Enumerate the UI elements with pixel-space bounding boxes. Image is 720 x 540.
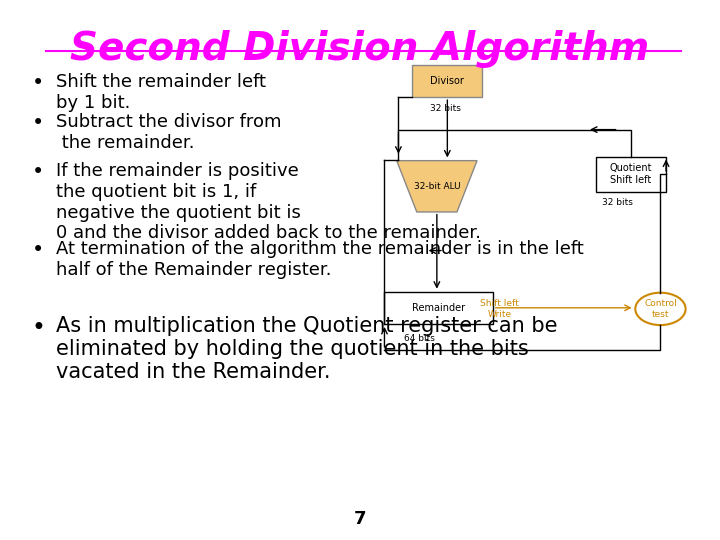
Text: 32-bit ALU: 32-bit ALU <box>413 182 460 191</box>
Text: Divisor: Divisor <box>431 76 464 86</box>
Text: Control
test: Control test <box>644 299 677 319</box>
Text: •: • <box>32 316 45 340</box>
Text: •: • <box>32 240 44 260</box>
FancyBboxPatch shape <box>413 65 482 97</box>
Text: •: • <box>32 162 44 182</box>
Text: Subtract the divisor from
 the remainder.: Subtract the divisor from the remainder. <box>56 113 282 152</box>
Text: •: • <box>32 113 44 133</box>
Polygon shape <box>397 160 477 212</box>
Text: Quotient
Shift left: Quotient Shift left <box>610 163 652 185</box>
Text: Remainder: Remainder <box>412 303 465 313</box>
FancyBboxPatch shape <box>596 157 666 192</box>
Text: •: • <box>32 73 44 93</box>
Text: As in multiplication the Quotient register can be
eliminated by holding the quot: As in multiplication the Quotient regist… <box>56 316 557 382</box>
Ellipse shape <box>635 293 685 325</box>
Text: At termination of the algorithm the remainder is in the left
half of the Remaind: At termination of the algorithm the rema… <box>56 240 584 279</box>
Text: 7: 7 <box>354 510 366 528</box>
Text: If the remainder is positive
the quotient bit is 1, if
negative the quotient bit: If the remainder is positive the quotien… <box>56 162 481 242</box>
Text: 64 bits: 64 bits <box>404 334 435 343</box>
Text: 32 bits: 32 bits <box>430 104 461 113</box>
Text: Second Division Algorithm: Second Division Algorithm <box>71 30 649 68</box>
FancyBboxPatch shape <box>384 292 492 324</box>
Text: Shift the remainder left
by 1 bit.: Shift the remainder left by 1 bit. <box>56 73 266 112</box>
Text: Shift left
Write: Shift left Write <box>480 299 519 319</box>
Text: 32 bits: 32 bits <box>602 198 633 207</box>
